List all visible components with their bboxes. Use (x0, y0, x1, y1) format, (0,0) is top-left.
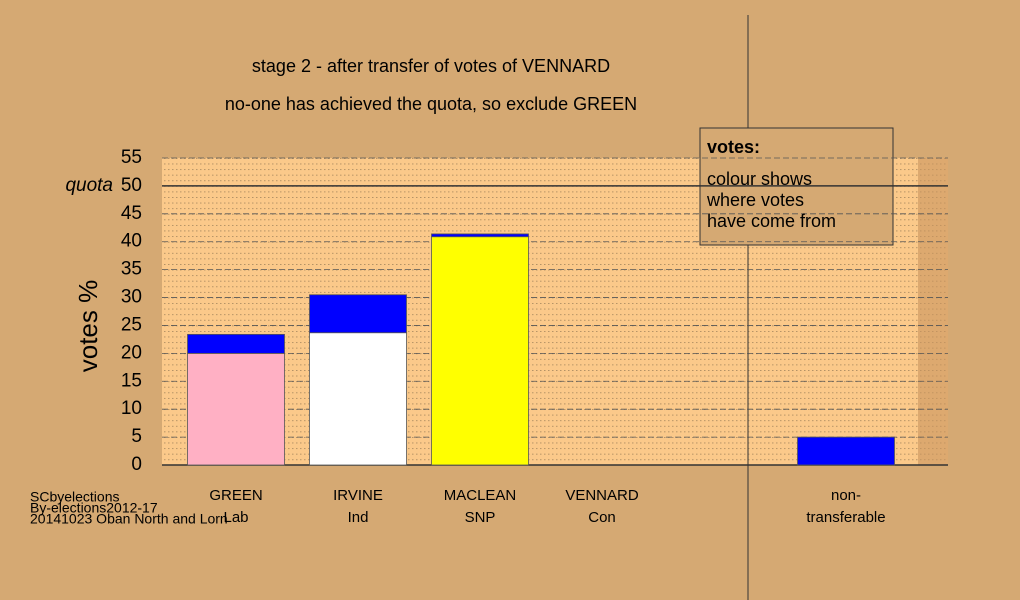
bar-segment (187, 352, 285, 466)
bar-segment (187, 333, 285, 354)
bar-segment (797, 436, 895, 466)
x-tick-sublabel: SNP (465, 509, 496, 526)
y-tick-label: 10 (121, 398, 142, 419)
x-tick-sublabel: Ind (348, 509, 369, 526)
y-axis-label: votes % (73, 280, 103, 373)
y-tick-label: 25 (121, 314, 142, 335)
chart-subtitle: no-one has achieved the quota, so exclud… (225, 94, 637, 114)
y-tick-label: 15 (121, 370, 142, 391)
x-tick-sublabel: Con (588, 509, 616, 526)
y-tick-label: 55 (121, 147, 142, 168)
x-tick-sublabel: transferable (806, 509, 885, 526)
y-tick-label: 35 (121, 259, 142, 280)
chart-title: stage 2 - after transfer of votes of VEN… (252, 56, 610, 76)
y-tick-label: 45 (121, 203, 142, 224)
bar-segment (309, 332, 407, 466)
x-tick-label: GREEN (209, 487, 262, 504)
x-tick-label: MACLEAN (444, 487, 517, 504)
y-tick-label: 5 (131, 426, 142, 447)
note-line: colour shows (707, 169, 812, 189)
bar-segment (431, 236, 529, 466)
y-tick-label: 0 (131, 454, 142, 475)
note-title: votes: (707, 137, 760, 157)
quota-label: quota (65, 175, 113, 196)
y-tick-label: 30 (121, 287, 142, 308)
footer-line: 20141023 Oban North and Lorn (30, 511, 228, 527)
x-tick-sublabel: Lab (223, 509, 248, 526)
y-tick-label: 50 (121, 175, 142, 196)
footer-line: By-elections2012-17 (30, 500, 158, 516)
footer-line: SCbyelections (30, 489, 120, 505)
note-line: where votes (706, 190, 804, 210)
bar-segment (309, 294, 407, 334)
x-tick-label: non- (831, 487, 861, 504)
plot-edge (918, 158, 948, 465)
y-tick-label: 40 (121, 231, 142, 252)
x-tick-label: IRVINE (333, 487, 383, 504)
y-tick-label: 20 (121, 342, 142, 363)
bar-segment (431, 233, 529, 238)
x-tick-label: VENNARD (565, 487, 639, 504)
note-line: have come from (707, 211, 836, 231)
